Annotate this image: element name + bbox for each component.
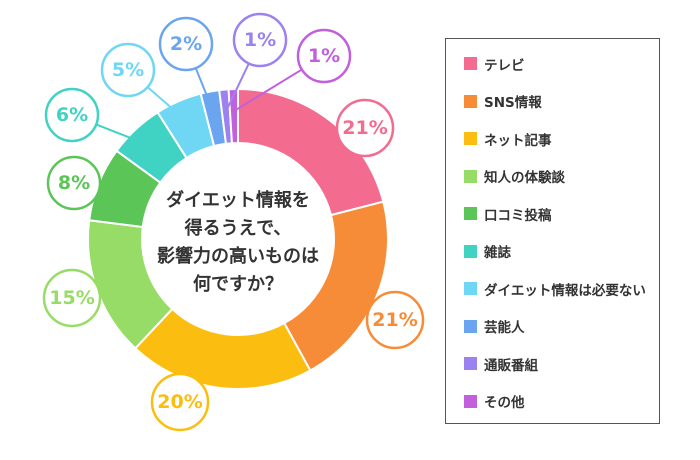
legend-swatch-4	[464, 169, 477, 183]
callout-10: 1%	[233, 28, 352, 112]
legend-item-7: ダイエット情報は必要ない	[464, 270, 659, 308]
data-label-10: 1%	[308, 45, 340, 67]
legend-item-2: SNS情報	[464, 83, 659, 121]
donut-chart: 21% 21% 20% 15% 8% 6% 5% 2% 1% 1% ダイエット情報を 得るうえで、…	[42, 12, 425, 432]
callout-2: 21%	[354, 289, 425, 350]
callout-4: 15%	[42, 268, 118, 328]
legend-label-7: ダイエット情報は必要ない	[484, 282, 646, 299]
legend-item-1: テレビ	[464, 45, 659, 83]
callout-bubble-5	[46, 155, 102, 211]
callout-pointer-8	[194, 67, 215, 114]
callout-bubble-6	[44, 87, 100, 143]
callout-bubble-8	[158, 16, 214, 72]
legend-label-4: 知人の体験談	[484, 170, 565, 187]
legend-swatch-8	[464, 319, 477, 333]
data-label-1: 21%	[342, 117, 387, 139]
callout-pointer-9	[225, 63, 250, 112]
callout-pointer-3	[200, 365, 223, 385]
data-label-7: 5%	[112, 59, 144, 81]
callout-pointer-2	[354, 289, 374, 304]
callout-pointer-10	[233, 68, 303, 112]
legend-swatch-5	[464, 207, 477, 221]
callout-bubble-4	[42, 268, 102, 328]
callout-bubble-3	[150, 372, 210, 432]
legend-item-10: その他	[464, 383, 659, 421]
legend-item-9: 通販番組	[464, 345, 659, 383]
data-label-9: 1%	[244, 29, 276, 51]
center-line-1: ダイエット情報を	[166, 189, 310, 211]
callout-8: 2%	[158, 16, 215, 114]
center-line-4: 何ですか？	[193, 273, 283, 295]
callout-6: 6%	[44, 87, 151, 147]
callout-5: 8%	[46, 155, 120, 211]
legend-item-5: 口コミ投稿	[464, 195, 659, 233]
legend-item-3: ネット記事	[464, 120, 659, 158]
callout-pointer-7	[146, 86, 188, 123]
legend-label-1: テレビ	[484, 57, 525, 74]
legend-swatch-1	[464, 57, 477, 71]
legend-item-8: 芸能人	[464, 308, 659, 346]
data-label-3: 20%	[157, 391, 202, 413]
callout-pointer-6	[95, 123, 151, 147]
callout-9: 1%	[225, 12, 288, 112]
legend: テレビ SNS情報ネット記事知人の体験談 口コミ投稿雑誌ダイエット情報は必要ない 芸能…	[445, 38, 660, 424]
legend-item-6: 雑誌	[464, 233, 659, 271]
legend-swatch-10	[464, 394, 477, 408]
legend-label-10: その他	[484, 395, 525, 412]
data-label-5: 8%	[58, 172, 90, 194]
data-label-4: 15%	[49, 287, 94, 309]
center-line-2: 得るうえで、	[184, 217, 292, 239]
legend-label-9: 通販番組	[484, 357, 538, 374]
data-label-8: 2%	[170, 33, 202, 55]
callout-bubble-9	[232, 12, 288, 68]
callout-pointer-4	[98, 281, 118, 290]
legend-label-3: ネット記事	[484, 132, 552, 149]
legend-item-4: 知人の体験談	[464, 158, 659, 196]
legend-swatch-3	[464, 132, 477, 146]
center-line-3: 影響力の高いものは	[157, 245, 319, 267]
legend-label-8: 芸能人	[484, 320, 525, 337]
donut-chart-svg: 21% 21% 20% 15% 8% 6% 5% 2% 1% 1% ダイエット情報を 得るうえで、…	[42, 12, 425, 432]
data-label-2: 21%	[372, 309, 417, 331]
callout-pointer-1	[316, 132, 338, 139]
callout-7: 5%	[100, 42, 188, 123]
callout-3: 20%	[150, 365, 223, 432]
legend-swatch-6	[464, 244, 477, 258]
callout-bubble-2	[365, 290, 425, 350]
callout-1: 21%	[316, 98, 395, 158]
legend-swatch-7	[464, 282, 477, 296]
legend-label-2: SNS情報	[484, 95, 542, 112]
donut-hole	[142, 143, 334, 335]
callout-bubble-7	[100, 42, 156, 98]
callout-bubble-10	[296, 28, 352, 84]
data-label-6: 6%	[56, 104, 88, 126]
legend-swatch-2	[464, 94, 477, 108]
callout-pointer-5	[99, 187, 120, 193]
callout-bubble-1	[335, 98, 395, 158]
legend-label-6: 雑誌	[484, 245, 511, 262]
legend-label-5: 口コミ投稿	[484, 207, 552, 224]
legend-swatch-9	[464, 357, 477, 371]
center-question: ダイエット情報を 得るうえで、 影響力の高いものは 何ですか？	[157, 189, 319, 295]
